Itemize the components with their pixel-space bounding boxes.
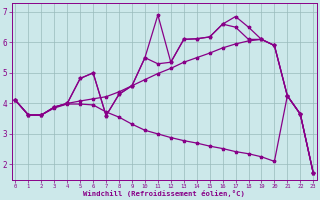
X-axis label: Windchill (Refroidissement éolien,°C): Windchill (Refroidissement éolien,°C) xyxy=(84,190,245,197)
